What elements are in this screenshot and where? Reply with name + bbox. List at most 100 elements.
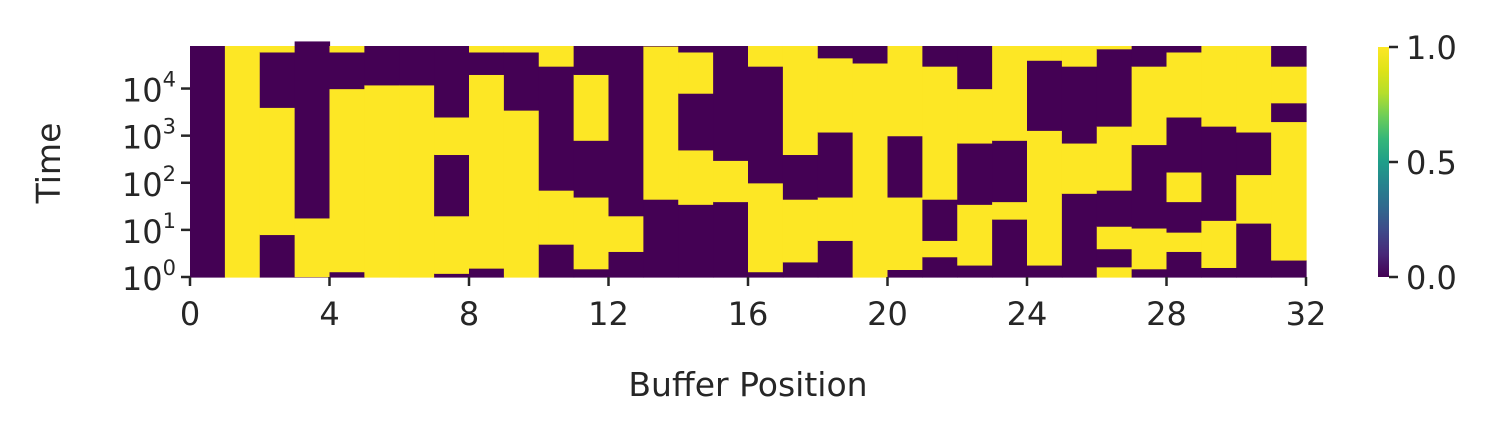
heatmap-cell xyxy=(538,244,575,278)
heatmap-cell xyxy=(748,46,784,67)
heatmap-cell xyxy=(887,46,923,137)
heatmap-cell xyxy=(469,74,505,269)
heatmap-cell xyxy=(922,66,958,200)
heatmap-cell xyxy=(294,217,331,278)
heatmap-cell xyxy=(364,84,400,278)
heatmap-cell xyxy=(1166,201,1202,233)
heatmap-cell xyxy=(259,234,296,278)
colorbar-ticks: 0.0 0.5 1.0 xyxy=(1389,29,1457,297)
heatmap-cell xyxy=(713,201,749,278)
y-tick-label: 104 xyxy=(122,68,176,110)
heatmap-cell xyxy=(1166,171,1202,203)
heatmap-cell xyxy=(1236,131,1272,176)
heatmap-cell xyxy=(817,196,854,241)
colorbar-tick-label: 1.0 xyxy=(1406,29,1457,67)
colorbar-tick-label: 0.0 xyxy=(1406,259,1457,297)
heatmap-cell xyxy=(992,201,1028,220)
heatmap-cell xyxy=(1061,66,1098,144)
heatmap-cell xyxy=(748,182,784,273)
y-axis-ticks: 100 101 102 103 104 xyxy=(122,68,190,298)
heatmap-cell xyxy=(329,88,365,273)
x-tick-label: 24 xyxy=(1007,295,1048,333)
x-axis-label: Buffer Position xyxy=(628,365,867,404)
heatmap-cell xyxy=(1166,116,1202,173)
heatmap-cell xyxy=(643,199,679,278)
y-axis-label: Time xyxy=(29,123,68,205)
heatmap-cell xyxy=(817,46,854,59)
colorbar-tick-label: 0.5 xyxy=(1406,144,1457,182)
heatmap-cell xyxy=(678,46,714,53)
heatmap-cell xyxy=(713,160,749,203)
heatmap-cell xyxy=(1201,220,1237,268)
heatmap-cell xyxy=(992,140,1028,203)
heatmap-cell xyxy=(399,84,435,278)
heatmap-cell xyxy=(259,107,296,236)
heatmap-cell xyxy=(1096,48,1133,127)
heatmap-cell xyxy=(852,62,889,278)
y-tick-label: 101 xyxy=(122,209,176,251)
heatmap-cell xyxy=(887,269,923,278)
heatmap-cell xyxy=(1061,193,1098,278)
heatmap-cell xyxy=(1096,190,1133,227)
heatmap-cells xyxy=(190,41,1307,278)
heatmap-cell xyxy=(678,93,714,151)
heatmap-cell xyxy=(573,196,610,270)
heatmap-cell xyxy=(573,46,610,75)
heatmap-cell xyxy=(538,66,575,191)
heatmap-cell xyxy=(294,41,331,219)
heatmap-cell xyxy=(1096,226,1133,250)
heatmap-cell xyxy=(434,215,470,274)
heatmap-cell xyxy=(434,273,470,278)
heatmap-cell xyxy=(817,57,854,133)
heatmap-cell xyxy=(1096,126,1133,191)
x-tick-label: 0 xyxy=(180,295,200,333)
heatmap-cell xyxy=(573,268,610,278)
heatmap-cell xyxy=(538,46,575,67)
heatmap-cell xyxy=(1201,267,1237,278)
heatmap-cell xyxy=(1096,46,1133,50)
heatmap-cell xyxy=(1166,46,1202,53)
heatmap-cell xyxy=(1061,142,1098,194)
heatmap-cell xyxy=(1027,46,1063,61)
heatmap-cell xyxy=(1131,46,1168,67)
heatmap-cell xyxy=(1166,232,1202,252)
heatmap-cell xyxy=(329,271,365,278)
heatmap-cell xyxy=(1236,46,1272,133)
heatmap-cell xyxy=(782,46,819,156)
heatmap-cell xyxy=(1027,130,1063,266)
heatmap-cell xyxy=(190,46,226,278)
heatmap-cell xyxy=(957,264,993,278)
heatmap-cell xyxy=(1061,46,1098,67)
heatmap-cell xyxy=(1027,264,1063,278)
heatmap-cell xyxy=(922,240,958,258)
heatmap-cell xyxy=(782,154,819,200)
heatmap-cell xyxy=(1096,266,1133,278)
x-tick-label: 16 xyxy=(728,295,769,333)
heatmap-cell xyxy=(1166,251,1202,278)
heatmap-cell xyxy=(1131,268,1168,278)
heatmap-cell xyxy=(887,135,923,198)
heatmap-cell xyxy=(364,46,400,86)
x-tick-label: 28 xyxy=(1146,295,1187,333)
x-tick-label: 32 xyxy=(1286,295,1327,333)
heatmap-cell xyxy=(469,51,505,75)
heatmap-cell xyxy=(608,46,644,217)
heatmap-cell xyxy=(1027,60,1063,131)
y-tick-label: 100 xyxy=(122,256,176,298)
heatmap-cell xyxy=(608,215,644,252)
heatmap-cell xyxy=(922,46,958,67)
heatmap-cell xyxy=(573,74,610,141)
heatmap-cell xyxy=(817,131,854,198)
heatmap-cell xyxy=(434,46,470,118)
x-tick-label: 8 xyxy=(459,295,479,333)
heatmap-cell xyxy=(678,51,714,94)
heatmap-cell xyxy=(1236,223,1272,278)
heatmap-cell xyxy=(1201,126,1237,221)
heatmap-cell xyxy=(1271,46,1307,67)
heatmap-cell xyxy=(852,46,889,64)
y-tick-label: 103 xyxy=(122,115,176,157)
heatmap-cell xyxy=(503,51,540,111)
heatmap-cell xyxy=(748,271,784,278)
heatmap-cell xyxy=(224,46,261,278)
